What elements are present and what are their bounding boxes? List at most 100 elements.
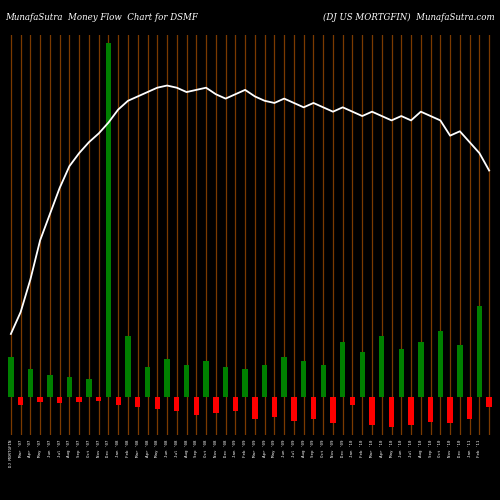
Bar	[194, 397, 199, 415]
Bar	[301, 360, 306, 397]
Text: Feb '10: Feb '10	[360, 439, 364, 456]
Text: Apr '10: Apr '10	[380, 439, 384, 456]
Text: Jan '09: Jan '09	[234, 439, 237, 456]
Text: DJ MORTGFIN: DJ MORTGFIN	[9, 439, 13, 466]
Text: Apr '09: Apr '09	[262, 439, 266, 456]
Text: Apr '07: Apr '07	[28, 439, 32, 456]
Text: Jun '08: Jun '08	[165, 439, 169, 456]
Text: Jun '10: Jun '10	[400, 439, 404, 456]
Text: Sep '08: Sep '08	[194, 439, 198, 456]
Text: Mar '08: Mar '08	[136, 439, 140, 456]
Bar	[76, 397, 82, 402]
Bar	[476, 306, 482, 397]
Bar	[272, 397, 277, 417]
Bar	[135, 397, 140, 407]
Text: Jun '07: Jun '07	[48, 439, 52, 456]
Text: Jul '08: Jul '08	[175, 439, 179, 456]
Text: Sep '10: Sep '10	[428, 439, 432, 456]
Bar	[47, 375, 52, 397]
Bar	[154, 397, 160, 409]
Bar	[467, 397, 472, 419]
Text: Mar '10: Mar '10	[370, 439, 374, 456]
Text: Feb '08: Feb '08	[126, 439, 130, 456]
Bar	[184, 365, 189, 397]
Text: Aug '07: Aug '07	[68, 439, 71, 456]
Text: May '08: May '08	[156, 439, 160, 456]
Bar	[174, 397, 180, 411]
Bar	[262, 365, 268, 397]
Text: Feb '11: Feb '11	[478, 439, 482, 456]
Text: Dec '08: Dec '08	[224, 439, 228, 456]
Bar	[116, 397, 121, 405]
Bar	[340, 342, 345, 397]
Text: Dec '07: Dec '07	[106, 439, 110, 456]
Bar	[408, 397, 414, 426]
Bar	[379, 336, 384, 397]
Bar	[232, 397, 238, 411]
Text: May '10: May '10	[390, 439, 394, 456]
Text: Jul '10: Jul '10	[409, 439, 413, 456]
Text: Sep '07: Sep '07	[77, 439, 81, 456]
Bar	[18, 397, 24, 405]
Text: Mar '09: Mar '09	[253, 439, 257, 456]
Bar	[320, 365, 326, 397]
Text: Nov '08: Nov '08	[214, 439, 218, 456]
Text: Feb '09: Feb '09	[243, 439, 247, 456]
Bar	[213, 397, 218, 413]
Text: Jan '11: Jan '11	[468, 439, 471, 456]
Text: Oct '08: Oct '08	[204, 439, 208, 456]
Text: Aug '10: Aug '10	[419, 439, 423, 456]
Bar	[370, 397, 374, 426]
Bar	[486, 397, 492, 407]
Text: Nov '09: Nov '09	[331, 439, 335, 456]
Text: May '09: May '09	[272, 439, 276, 456]
Bar	[164, 358, 170, 397]
Bar	[438, 332, 443, 397]
Bar	[418, 342, 424, 397]
Text: Nov '10: Nov '10	[448, 439, 452, 456]
Text: May '07: May '07	[38, 439, 42, 456]
Bar	[145, 367, 150, 397]
Text: Oct '09: Oct '09	[321, 439, 325, 456]
Text: Nov '07: Nov '07	[96, 439, 100, 456]
Text: Sep '09: Sep '09	[312, 439, 316, 456]
Text: Apr '08: Apr '08	[146, 439, 150, 456]
Text: Jul '09: Jul '09	[292, 439, 296, 456]
Bar	[350, 397, 355, 405]
Bar	[252, 397, 258, 419]
Bar	[57, 397, 62, 403]
Bar	[28, 369, 33, 397]
Bar	[389, 397, 394, 428]
Bar	[204, 360, 209, 397]
Bar	[330, 397, 336, 423]
Bar	[8, 356, 14, 397]
Text: Mar '07: Mar '07	[18, 439, 22, 456]
Text: Jan '10: Jan '10	[350, 439, 354, 456]
Text: Aug '08: Aug '08	[184, 439, 188, 456]
Text: Jul '07: Jul '07	[58, 439, 62, 456]
Bar	[38, 397, 43, 402]
Text: Oct '07: Oct '07	[87, 439, 91, 456]
Bar	[282, 356, 287, 397]
Text: Jan '08: Jan '08	[116, 439, 120, 456]
Bar	[242, 369, 248, 397]
Bar	[66, 377, 72, 397]
Bar	[398, 348, 404, 397]
Bar	[96, 397, 102, 401]
Bar	[448, 397, 453, 423]
Text: Oct '10: Oct '10	[438, 439, 442, 456]
Text: (DJ US MORTGFIN)  MunafaSutra.com: (DJ US MORTGFIN) MunafaSutra.com	[324, 12, 495, 22]
Text: Dec '09: Dec '09	[340, 439, 344, 456]
Bar	[360, 352, 365, 397]
Text: Aug '09: Aug '09	[302, 439, 306, 456]
Text: MunafaSutra  Money Flow  Chart for DSMF: MunafaSutra Money Flow Chart for DSMF	[5, 12, 198, 22]
Text: Dec '10: Dec '10	[458, 439, 462, 456]
Bar	[106, 44, 111, 397]
Bar	[291, 397, 296, 421]
Bar	[457, 344, 462, 397]
Bar	[428, 397, 434, 422]
Bar	[86, 379, 92, 397]
Bar	[126, 336, 130, 397]
Text: Jun '09: Jun '09	[282, 439, 286, 456]
Bar	[223, 367, 228, 397]
